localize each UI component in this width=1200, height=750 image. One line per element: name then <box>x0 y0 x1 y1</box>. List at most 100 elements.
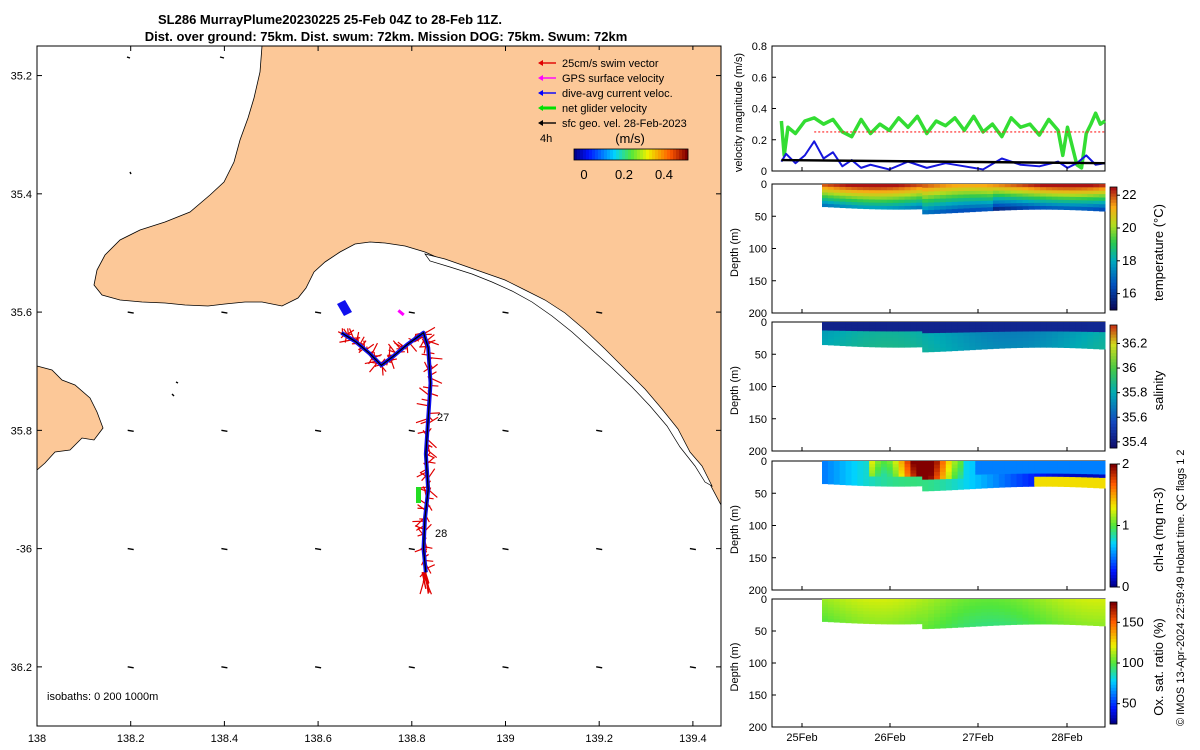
section-cell <box>898 470 906 475</box>
section-cell <box>992 203 1000 208</box>
section-y-tick-label: 100 <box>749 521 767 533</box>
section-colorbar-cell <box>1110 629 1117 633</box>
section-cell <box>998 618 1006 623</box>
section-cell <box>1046 328 1053 332</box>
section-cell <box>1004 338 1012 342</box>
speed-colorbar-cell <box>655 149 659 160</box>
section-cell <box>1040 187 1047 191</box>
section-cell <box>981 345 988 350</box>
section-cell <box>928 340 935 345</box>
section-cell <box>1069 599 1077 603</box>
section-cell <box>939 464 947 469</box>
section-cell <box>922 325 929 330</box>
section-cell <box>1069 608 1077 613</box>
section-cell <box>1010 483 1018 488</box>
section-cell <box>1081 480 1088 485</box>
section-cell <box>839 616 847 620</box>
section-colorbar-cell <box>1110 522 1117 526</box>
section-cell <box>869 467 876 471</box>
section-cell <box>963 339 970 344</box>
section-cell <box>1016 480 1023 484</box>
section-cell <box>827 607 835 611</box>
section-cell <box>845 327 852 332</box>
section-cell <box>1093 187 1100 192</box>
section-cell <box>981 338 988 343</box>
section-cell <box>957 464 964 469</box>
legend-arrowhead <box>538 105 543 111</box>
section-cell <box>992 187 1000 192</box>
section-cell <box>1040 325 1047 329</box>
section-cell <box>875 337 882 342</box>
section-cell <box>975 322 982 326</box>
section-cell <box>998 621 1006 626</box>
section-colorbar-cell <box>1110 199 1117 203</box>
section-cell <box>922 329 929 334</box>
section-cell <box>1016 187 1023 191</box>
section-cell <box>957 623 964 628</box>
section-cell <box>833 201 841 205</box>
section-cell <box>910 464 917 468</box>
section-cell <box>875 482 882 487</box>
section-cell <box>992 470 1000 475</box>
section-colorbar-cell <box>1110 562 1117 566</box>
section-colorbar-cell <box>1110 635 1117 639</box>
section-cell <box>880 199 888 204</box>
section-cell <box>845 463 852 468</box>
section-cell <box>1010 477 1018 481</box>
section-colorbar-cell <box>1110 438 1117 443</box>
section-cell <box>904 620 911 625</box>
section-cell <box>886 196 894 201</box>
section-cell <box>910 199 917 204</box>
sfc-geo-vector <box>314 666 322 669</box>
section-cell <box>916 599 923 603</box>
section-cell <box>1087 470 1094 475</box>
section-y-tick-label: 0 <box>761 179 767 191</box>
section-cell <box>910 476 917 481</box>
section-cell <box>875 620 882 625</box>
section-cell <box>1010 608 1018 613</box>
velocity-series-line <box>781 158 1106 165</box>
section-cell <box>863 199 870 203</box>
section-colorbar-cell <box>1110 303 1117 308</box>
section-cell <box>939 482 947 488</box>
section-colorbar-cell <box>1110 352 1117 357</box>
section-colorbar-cell <box>1110 190 1117 194</box>
section-colorbar-cell <box>1110 205 1117 209</box>
section-cell <box>922 613 929 619</box>
section-cell <box>934 464 941 469</box>
section-cell <box>916 464 923 468</box>
section-cell <box>1099 605 1106 610</box>
section-cell <box>863 202 870 207</box>
section-cell <box>1010 328 1018 333</box>
section-colorbar-cell <box>1110 306 1117 311</box>
section-y-tick-label: 100 <box>749 658 767 670</box>
section-cell <box>928 483 935 488</box>
section-cell <box>1075 470 1082 475</box>
section-cell <box>1093 481 1100 485</box>
section-cell <box>833 607 841 612</box>
section-cell <box>963 325 970 330</box>
section-cell <box>1034 476 1041 481</box>
section-cell <box>1034 599 1041 603</box>
section-colorbar-cell <box>1110 297 1117 302</box>
section-cell <box>1028 337 1035 342</box>
section-cell <box>939 336 947 341</box>
section-cell <box>916 184 923 188</box>
section-cell <box>898 476 906 481</box>
section-cell <box>951 332 959 337</box>
section-colorbar-cell <box>1110 266 1117 271</box>
section-cell <box>1004 328 1012 333</box>
section-cell <box>1034 328 1041 332</box>
section-cell <box>922 322 929 327</box>
section-cell <box>892 479 900 484</box>
net-glider-velocity-marker <box>416 487 421 503</box>
section-cell <box>1063 325 1071 329</box>
section-cell <box>1057 476 1065 481</box>
section-cell <box>981 187 988 192</box>
section-cell <box>833 339 841 343</box>
section-cell <box>975 339 982 343</box>
section-cell <box>880 340 888 345</box>
section-cell <box>880 608 888 612</box>
section-cell <box>1063 608 1071 613</box>
section-cell <box>939 620 947 625</box>
